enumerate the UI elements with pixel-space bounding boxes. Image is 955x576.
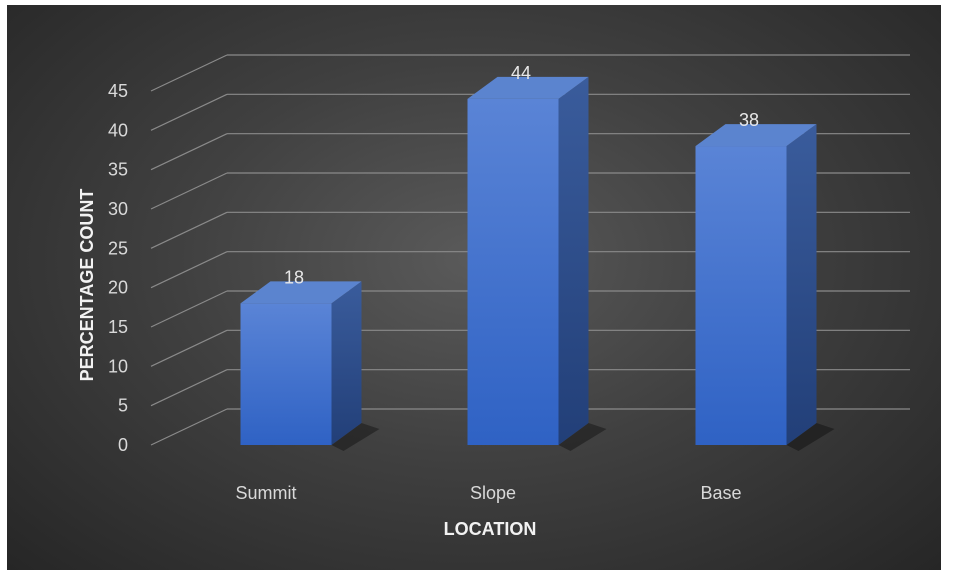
y-axis-ticks: 0 5 10 15 20 25 30 35 40 45 bbox=[108, 81, 128, 455]
data-labels: 18 44 38 bbox=[284, 63, 759, 288]
gridline-side bbox=[150, 329, 228, 367]
chart-area: 0 5 10 15 20 25 30 35 40 45 18 44 38 Summit Slope Bas… bbox=[7, 5, 941, 570]
data-label: 38 bbox=[739, 110, 759, 130]
data-label: 44 bbox=[511, 63, 531, 83]
y-tick-label: 15 bbox=[108, 317, 128, 337]
bar-side bbox=[558, 76, 589, 445]
x-axis-ticks: Summit Slope Base bbox=[235, 483, 741, 503]
y-tick-label: 10 bbox=[108, 356, 128, 376]
x-tick-label: Base bbox=[700, 483, 741, 503]
y-tick-label: 20 bbox=[108, 278, 128, 298]
gridline-side bbox=[150, 290, 228, 328]
chart-canvas: 0 5 10 15 20 25 30 35 40 45 18 44 38 Summit Slope Bas… bbox=[77, 54, 910, 539]
y-tick-label: 45 bbox=[108, 81, 128, 101]
y-tick-label: 5 bbox=[118, 396, 128, 416]
x-tick-label: Summit bbox=[235, 483, 296, 503]
gridline-side bbox=[150, 133, 228, 171]
bar-summit bbox=[240, 303, 332, 445]
bar-top bbox=[695, 124, 817, 147]
gridline-side bbox=[150, 172, 228, 210]
gridline-side bbox=[150, 408, 228, 446]
bar-shadow bbox=[786, 423, 835, 451]
y-tick-label: 40 bbox=[108, 120, 128, 140]
y-tick-label: 0 bbox=[118, 435, 128, 455]
bar-base bbox=[695, 146, 787, 446]
gridline-side bbox=[150, 369, 228, 407]
bar-side bbox=[786, 124, 817, 446]
bars bbox=[240, 76, 835, 451]
bar-side bbox=[331, 281, 362, 445]
gridline-side bbox=[150, 251, 228, 289]
gridline-side bbox=[150, 54, 228, 92]
bar-shadow bbox=[331, 423, 380, 451]
y-axis-title: PERCENTAGE COUNT bbox=[77, 189, 97, 382]
data-label: 18 bbox=[284, 267, 304, 287]
y-tick-label: 35 bbox=[108, 160, 128, 180]
bar-top bbox=[467, 76, 589, 99]
bar-top bbox=[240, 281, 362, 304]
gridline-side bbox=[150, 93, 228, 131]
x-tick-label: Slope bbox=[470, 483, 516, 503]
y-tick-label: 25 bbox=[108, 238, 128, 258]
bar-slope bbox=[467, 98, 559, 445]
gridline-side bbox=[150, 211, 228, 249]
y-tick-label: 30 bbox=[108, 199, 128, 219]
x-axis-title: LOCATION bbox=[444, 519, 537, 539]
bar-shadow bbox=[558, 423, 607, 451]
